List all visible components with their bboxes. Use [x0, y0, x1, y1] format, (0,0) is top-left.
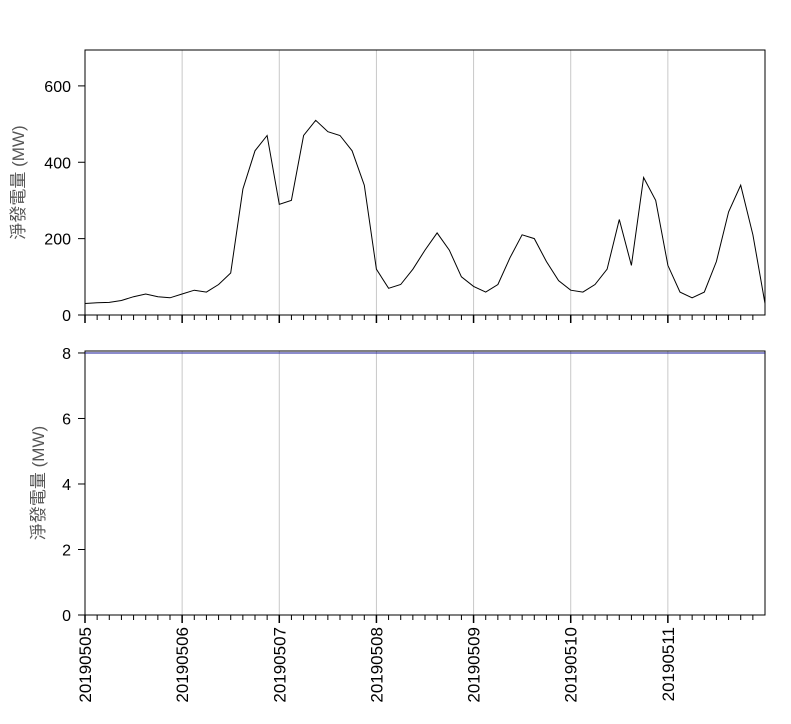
x-tick-label: 20190509: [465, 627, 484, 703]
x-tick-label: 20190505: [76, 627, 95, 703]
y-tick-label: 400: [44, 155, 71, 172]
data-line: [84, 119, 766, 304]
y-tick-label: 0: [62, 608, 71, 625]
y-axis-label: 淨發電量 (MW): [29, 426, 48, 540]
x-tick-label: 20190508: [367, 627, 386, 703]
plot-frame: [84, 350, 766, 616]
x-tick-label: 20190510: [562, 627, 581, 703]
y-tick-label: 600: [44, 79, 71, 96]
y-axis-label: 淨發電量 (MW): [9, 125, 28, 239]
x-tick-label: 20190506: [173, 627, 192, 703]
y-tick-label: 2: [62, 542, 71, 559]
y-tick-label: 6: [62, 411, 71, 428]
x-tick-label: 20190511: [659, 627, 678, 701]
y-tick-label: 4: [62, 477, 71, 494]
plot-frame: [84, 49, 766, 316]
y-tick-label: 8: [62, 346, 71, 363]
y-tick-label: 200: [44, 232, 71, 249]
x-tick-label: 20190507: [270, 627, 289, 703]
y-tick-label: 0: [62, 308, 71, 325]
